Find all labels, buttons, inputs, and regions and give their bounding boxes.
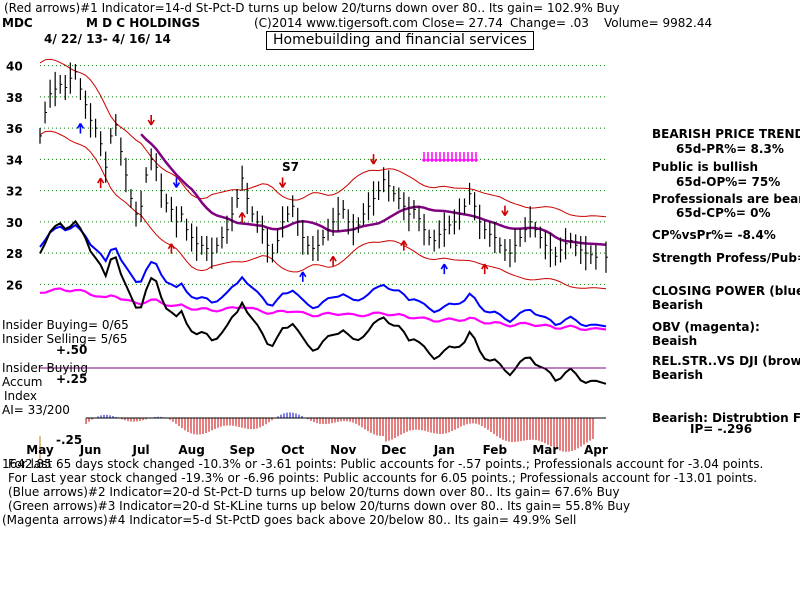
rel-str-heading: REL.STR..VS DJI (brown) — [652, 354, 800, 368]
volume-value: Volume= 9982.44 — [604, 16, 713, 30]
x-tick-label: Aug — [178, 443, 204, 457]
public-status: Public is bullish — [652, 160, 759, 174]
indicator-4-legend: (Magenta arrows)#4 Indicator=5-d St-PctD… — [2, 513, 577, 527]
rel-str-status: Bearish — [652, 368, 704, 382]
y-tick-label: 34 — [6, 153, 23, 167]
rel-str-line — [39, 219, 607, 385]
accum-minus25-label: -.25 — [56, 433, 83, 447]
cp-vs-pr-value: CP%vsPr%= -8.4% — [652, 228, 776, 242]
closing-power-status: Bearish — [652, 298, 704, 312]
red-buy-arrow — [400, 240, 408, 251]
distribution-status: Bearish: Distrubtion Falling — [652, 411, 800, 425]
company-name: M D C HOLDINGS — [86, 16, 201, 30]
x-tick-label: Sep — [229, 443, 255, 457]
indicator-1-legend: (Red arrows)#1 Indicator=14-d St-Pct-D t… — [4, 1, 620, 15]
x-tick-label: Jan — [433, 443, 455, 457]
footer-65day: For last 65 days stock changed -10.3% or… — [8, 457, 764, 471]
x-tick-label: Mar — [532, 443, 558, 457]
cp-value: 65d-CP%= 0% — [676, 206, 771, 220]
overlay-lines — [39, 219, 607, 385]
obv-heading: OBV (magenta): — [652, 320, 760, 334]
accum-label: Accum — [2, 375, 43, 389]
blue-sell-arrow — [172, 177, 181, 188]
date-range: 4/ 22/ 13- 4/ 16/ 14 — [44, 32, 171, 46]
red-sell-arrow — [278, 177, 287, 188]
x-tick-label: Apr — [584, 443, 608, 457]
x-tick-label: Nov — [330, 443, 356, 457]
blue-buy-arrow — [76, 123, 85, 134]
red-buy-arrow — [481, 263, 489, 275]
red-sell-arrow — [147, 115, 155, 126]
y-tick-label: 28 — [6, 247, 23, 261]
professionals-status: Professionals are bearish — [652, 192, 800, 206]
y-tick-label: 26 — [6, 278, 23, 292]
accum-plus25-label: +.25 — [56, 372, 88, 386]
x-tick-label: May — [26, 443, 54, 457]
x-tick-label: Dec — [381, 443, 406, 457]
change-value: Change= .03 — [510, 16, 589, 30]
closing-power-heading: CLOSING POWER (blue): — [652, 284, 800, 298]
indicator-2-legend: (Blue arrows)#2 Indicator=20-d St-Pct-D … — [8, 485, 620, 499]
op-value: 65d-OP%= 75% — [676, 175, 781, 189]
red-buy-arrow — [238, 212, 246, 223]
ip-value: IP= -.296 — [690, 422, 753, 436]
y-tick-label: 40 — [6, 60, 23, 74]
s7-annotation: S7 — [282, 160, 299, 174]
blue-buy-arrow — [299, 271, 307, 282]
strength-ratio: Strength Profess/Pub= 5.3 — [652, 251, 800, 265]
close-value: Close= 27.74 — [422, 16, 503, 30]
insider-selling-count: Insider Selling= 5/65 — [2, 332, 128, 346]
red-sell-arrow — [369, 154, 378, 165]
red-buy-arrow — [167, 243, 176, 254]
red-buy-arrow — [329, 255, 337, 267]
y-tick-label: 32 — [6, 185, 23, 199]
y-tick-label: 36 — [6, 122, 23, 136]
price-bars — [39, 62, 608, 273]
index-label: Index — [4, 389, 38, 403]
footer-65day-overlap: 1642.85 — [2, 457, 52, 471]
ai-value: AI= 33/200 — [2, 403, 70, 417]
accum-plus50-label: +.50 — [56, 343, 88, 357]
y-tick-label: 38 — [6, 91, 23, 105]
accum-histogram — [39, 412, 606, 460]
ticker-label: MDC — [2, 16, 33, 30]
x-axis-labels: May Jun Jul Aug Sep Oct Nov Dec Jan Feb Mar Apr — [26, 443, 608, 457]
lower-band-line — [39, 130, 607, 290]
copyright-label: (C)2014 www.tigersoft.com — [254, 16, 418, 30]
moving-average-line — [140, 133, 607, 246]
y-axis-labels: 40 38 36 34 32 30 28 26 — [6, 60, 23, 293]
pr-value: 65d-PR%= 8.3% — [676, 142, 784, 156]
indicator-3-legend: (Green arrows)#3 Indicator=20-d St-KLine… — [8, 499, 631, 513]
blue-buy-arrow — [440, 263, 448, 275]
upper-band-line — [39, 58, 607, 218]
red-buy-arrow — [96, 177, 105, 189]
y-tick-label: 30 — [6, 216, 23, 230]
signal-arrows — [76, 115, 509, 282]
grid-lines — [40, 65, 606, 285]
upper-band — [39, 58, 607, 290]
trend-heading: BEARISH PRICE TREND — [652, 127, 800, 141]
red-sell-arrow — [501, 205, 509, 217]
footer-year: For Last year stock changed -19.3% or -6… — [8, 471, 758, 485]
closing-power-line — [39, 223, 607, 328]
x-tick-label: Jul — [132, 443, 150, 457]
insider-buying-line-label: Insider Buying — [2, 361, 88, 375]
obv-status: Beaish — [652, 334, 698, 348]
chart-subtitle: Homebuilding and financial services — [266, 31, 534, 50]
x-tick-label: Oct — [281, 443, 304, 457]
insider-buying-count: Insider Buying= 0/65 — [2, 318, 129, 332]
x-tick-label: Feb — [483, 443, 508, 457]
x-tick-label: Jun — [79, 443, 102, 457]
